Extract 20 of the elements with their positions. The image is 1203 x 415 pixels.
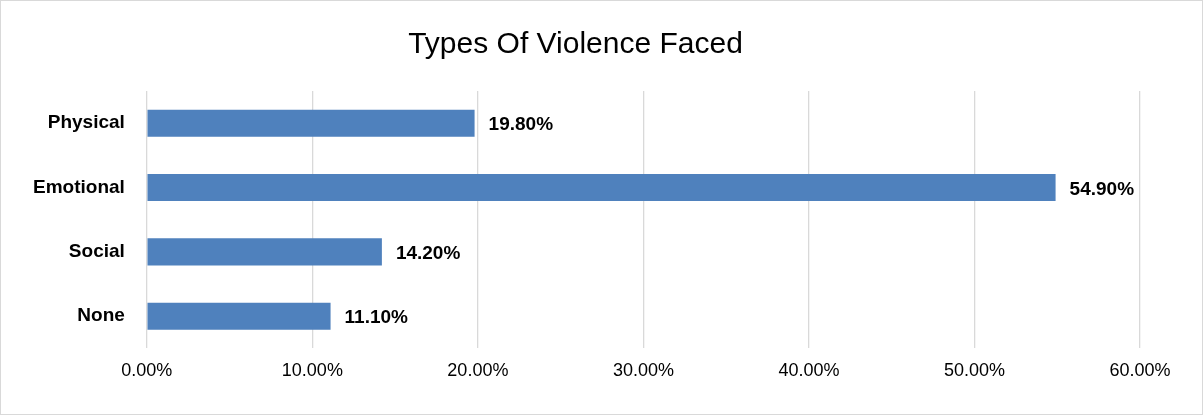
x-tick-label: 20.00% <box>447 360 509 381</box>
bar <box>147 238 382 266</box>
x-tick-label: 10.00% <box>281 360 343 381</box>
y-tick-label: Social <box>68 240 125 262</box>
data-label: 14.20% <box>395 242 461 264</box>
y-tick-label: Physical <box>47 111 125 133</box>
chart-title: Types Of Violence Faced <box>408 26 743 60</box>
x-tick-label: 0.00% <box>121 360 173 381</box>
x-tick-label: 50.00% <box>943 360 1005 381</box>
x-tick-label: 60.00% <box>1109 360 1171 381</box>
data-label: 19.80% <box>488 113 554 135</box>
x-tick-label: 40.00% <box>778 360 840 381</box>
y-tick-label: Emotional <box>32 175 125 197</box>
bar <box>147 174 1056 202</box>
bar <box>147 109 475 137</box>
bar <box>147 302 331 330</box>
data-label: 54.90% <box>1069 177 1135 199</box>
y-tick-label: None <box>77 304 125 326</box>
data-label: 11.10% <box>344 306 409 328</box>
x-tick-label: 30.00% <box>612 360 674 381</box>
